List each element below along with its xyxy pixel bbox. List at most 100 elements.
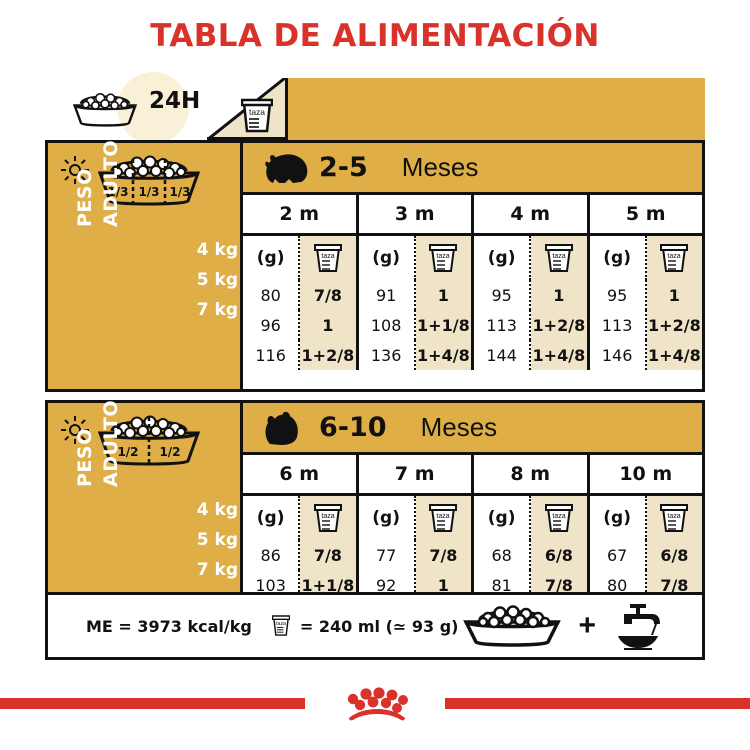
age-header-2-5: 2-5 Meses xyxy=(243,143,702,195)
cup-value: 6/8 xyxy=(646,540,702,570)
grams-value: 146 xyxy=(590,340,647,370)
measuring-cup-icon: taza xyxy=(660,244,689,272)
cell-pair: 95 1 xyxy=(474,280,590,310)
month-header-7m: 7 m xyxy=(359,455,474,493)
food-bowl-icon xyxy=(72,93,138,127)
sun-icon xyxy=(61,156,89,184)
cell-pair: 113 1+2/8 xyxy=(474,310,590,340)
cup-value: 1+4/8 xyxy=(531,340,587,370)
meal-split-bowl-halves: 1/2 1/2 xyxy=(97,415,201,466)
left-panel-meals-2-5: 1/3 1/3 1/3 PESO ADULTO 4 kg 5 kg 7 kg xyxy=(45,140,240,392)
unit-pair-5m: (g) taza xyxy=(590,236,702,280)
grams-value: 86 xyxy=(243,540,301,570)
section-divider xyxy=(45,392,705,400)
grams-value: 113 xyxy=(590,310,647,340)
grams-value: 92 xyxy=(359,570,416,600)
cup-value: 1+4/8 xyxy=(415,340,471,370)
table-row: 96 1 108 1+1/8 113 1+2/8 113 1+2/8 xyxy=(243,310,702,340)
unit-cup-5m: taza xyxy=(646,236,702,280)
table-footer: ME = 3973 kcal/kg taza = 240 ml (≃ 93 g) xyxy=(45,592,705,660)
meal-fraction-1: 1/2 xyxy=(117,445,138,459)
adulto-label-2: ADULTO xyxy=(100,400,122,487)
cell-pair: 113 1+2/8 xyxy=(590,310,702,340)
svg-text:taza: taza xyxy=(321,253,334,260)
month-header-4m: 4 m xyxy=(474,195,590,233)
unit-grams-4m: (g) xyxy=(474,236,532,280)
dog-silhouette-icon xyxy=(265,153,308,183)
svg-text:taza: taza xyxy=(321,513,334,520)
plus-symbol: + xyxy=(578,609,596,642)
unit-cup-3m: taza xyxy=(415,236,471,280)
unit-pair-10m: (g) taza xyxy=(590,496,702,540)
month-header-row-1: 2 m 3 m 4 m 5 m xyxy=(243,195,702,236)
meal-fraction-1: 1/3 xyxy=(107,185,128,199)
unit-pair-7m: (g) taza xyxy=(359,496,474,540)
cup-value: 1+2/8 xyxy=(646,310,702,340)
cell-pair: 91 1 xyxy=(359,280,474,310)
cup-conversion: = 240 ml (≃ 93 g) xyxy=(299,616,459,636)
measuring-cup-icon: taza xyxy=(544,504,573,532)
grams-value: 80 xyxy=(590,570,647,600)
measuring-cup-icon: taza xyxy=(313,504,342,532)
footer-icons: + xyxy=(458,602,668,650)
month-header-8m: 8 m xyxy=(474,455,590,493)
unit-cup-7m: taza xyxy=(415,496,471,540)
svg-text:taza: taza xyxy=(552,513,565,520)
grams-value: 81 xyxy=(474,570,532,600)
unit-cup-4m: taza xyxy=(531,236,587,280)
data-area-2-5: 2-5 Meses 2 m 3 m 4 m 5 m (g) xyxy=(240,140,705,392)
unit-header-row-2: (g) taza xyxy=(243,496,702,540)
cell-pair: 146 1+4/8 xyxy=(590,340,702,370)
measuring-cup-icon: taza xyxy=(429,504,458,532)
measuring-cup-icon: taza xyxy=(241,98,273,133)
grams-value: 113 xyxy=(474,310,532,340)
svg-text:taza: taza xyxy=(276,621,286,627)
cell-pair: 77 7/8 xyxy=(359,540,474,570)
meal-split-bowl-thirds: 1/3 1/3 1/3 xyxy=(97,155,201,206)
grams-value: 144 xyxy=(474,340,532,370)
month-header-row-2: 6 m 7 m 8 m 10 m xyxy=(243,455,702,496)
cup-value: 7/8 xyxy=(415,540,471,570)
age-range-6-10: 6-10 xyxy=(319,412,387,443)
grams-value: 67 xyxy=(590,540,647,570)
measuring-cup-icon: taza xyxy=(660,504,689,532)
grams-value: 80 xyxy=(243,280,301,310)
weight-4kg: 4 kg xyxy=(196,240,238,260)
unit-grams-10m: (g) xyxy=(590,496,647,540)
cell-pair: 96 1 xyxy=(243,310,359,340)
cell-pair: 108 1+1/8 xyxy=(359,310,474,340)
cup-value: 1 xyxy=(531,280,587,310)
svg-text:taza: taza xyxy=(249,107,265,117)
cup-value: 1 xyxy=(646,280,702,310)
cup-value: 6/8 xyxy=(531,540,587,570)
peso-label-2: PESO xyxy=(74,428,96,487)
unit-cup-2m: taza xyxy=(300,236,356,280)
grams-value: 95 xyxy=(474,280,532,310)
unit-grams-6m: (g) xyxy=(243,496,301,540)
unit-cup-8m: taza xyxy=(531,496,587,540)
svg-text:taza: taza xyxy=(668,253,681,260)
unit-grams-8m: (g) xyxy=(474,496,532,540)
grams-value: 96 xyxy=(243,310,301,340)
cup-value: 1+1/8 xyxy=(415,310,471,340)
cup-value: 1+2/8 xyxy=(531,310,587,340)
unit-header-row-1: (g) taza xyxy=(243,236,702,280)
grams-value: 77 xyxy=(359,540,416,570)
brand-logo-bar xyxy=(0,684,750,724)
royal-canin-crown-logo xyxy=(347,687,408,721)
unit-cup-10m: taza xyxy=(646,496,702,540)
section-2-5-months: 1/3 1/3 1/3 PESO ADULTO 4 kg 5 kg 7 kg xyxy=(45,140,705,392)
cell-pair: 80 7/8 xyxy=(243,280,359,310)
grams-value: 136 xyxy=(359,340,416,370)
cup-value: 1 xyxy=(300,310,356,340)
svg-text:taza: taza xyxy=(552,253,565,260)
unit-pair-3m: (g) taza xyxy=(359,236,474,280)
month-header-6m: 6 m xyxy=(243,455,359,493)
svg-text:taza: taza xyxy=(437,253,450,260)
meal-fraction-3: 1/3 xyxy=(169,185,190,199)
table-row: 116 1+2/8 136 1+4/8 144 1+4/8 146 1+4/8 xyxy=(243,340,702,370)
meal-fraction-2: 1/2 xyxy=(159,445,180,459)
logo-bar-left xyxy=(0,698,305,709)
unit-cup-6m: taza xyxy=(300,496,356,540)
weight-7kg: 7 kg xyxy=(196,560,238,580)
